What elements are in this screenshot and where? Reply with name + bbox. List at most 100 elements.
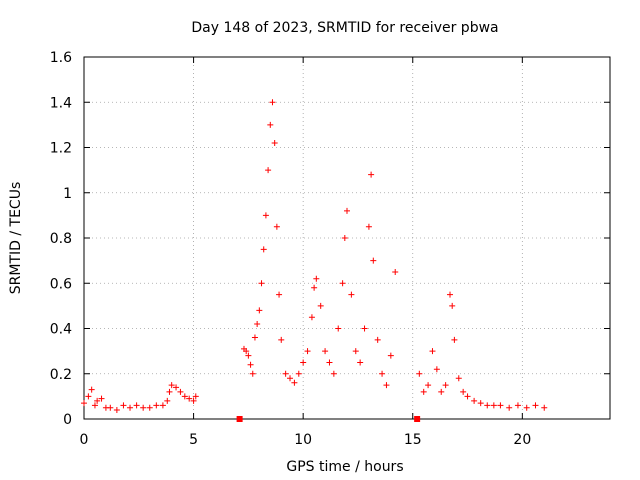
data-point <box>120 402 127 409</box>
data-point <box>451 336 458 343</box>
data-point <box>308 314 315 321</box>
data-point <box>85 393 92 400</box>
x-tick-label: 5 <box>189 432 198 448</box>
data-point <box>484 402 491 409</box>
data-point <box>532 402 539 409</box>
data-point <box>341 235 348 241</box>
data-point <box>420 388 427 395</box>
data-point <box>392 268 399 275</box>
data-point <box>273 223 280 230</box>
data-point <box>265 167 272 174</box>
data-point <box>447 291 454 298</box>
data-point <box>267 121 274 128</box>
data-point <box>254 320 261 327</box>
data-point <box>464 393 471 400</box>
data-point <box>269 99 276 106</box>
data-point <box>449 302 456 309</box>
axes: 0 0.2 0.4 0.6 0.8 1 1.2 1.4 1.6 0 5 10 15 20 <box>50 50 610 448</box>
data-point <box>262 212 269 219</box>
data-point <box>249 370 256 377</box>
data-point <box>245 352 252 359</box>
data-point <box>460 388 467 395</box>
x-tick-label: 0 <box>80 432 89 448</box>
y-tick-label: 0.8 <box>50 231 72 247</box>
x-tick-label: 15 <box>404 432 422 448</box>
x-tick-label: 20 <box>513 432 531 448</box>
data-point <box>425 382 432 389</box>
data-point <box>433 366 440 373</box>
data-point <box>455 375 462 382</box>
grid <box>84 57 610 419</box>
data-point <box>107 404 114 411</box>
data-point <box>168 382 175 389</box>
data-point <box>379 370 386 377</box>
data-point <box>271 139 278 146</box>
y-tick-label: 1.2 <box>50 141 72 157</box>
data-point <box>322 348 329 355</box>
data-point <box>153 402 160 409</box>
y-axis-label: SRMTID / TECUs <box>8 182 24 295</box>
data-point <box>438 388 445 395</box>
data-point <box>370 257 377 264</box>
data-point <box>416 370 423 377</box>
data-point <box>91 402 98 409</box>
data-point <box>471 397 478 404</box>
data-point <box>247 361 254 368</box>
data-point <box>514 402 521 409</box>
data-point <box>98 395 105 402</box>
data-point <box>282 370 289 377</box>
data-point <box>357 359 364 366</box>
data-point <box>506 404 513 411</box>
data-point <box>330 370 337 377</box>
data-point <box>94 397 101 404</box>
data-point <box>429 348 436 355</box>
data-point <box>383 382 390 389</box>
data-point <box>348 291 355 298</box>
data-point <box>164 397 171 404</box>
y-tick-label: 1.6 <box>50 50 72 66</box>
x-tick-label: 10 <box>294 432 312 448</box>
x-axis-label: GPS time / hours <box>286 459 403 475</box>
data-point <box>243 348 250 355</box>
data-point <box>159 402 166 409</box>
y-tick-label: 0.6 <box>50 276 72 292</box>
data-point <box>374 336 381 343</box>
y-tick-label: 0.2 <box>50 367 72 383</box>
data-point <box>344 207 350 214</box>
data-point <box>258 280 265 287</box>
data-point <box>260 246 267 253</box>
data-point <box>190 397 197 404</box>
data-gap-marker <box>414 416 421 422</box>
data-point <box>276 291 283 298</box>
data-point <box>335 325 342 332</box>
data-point <box>113 406 120 413</box>
data-point <box>186 395 193 402</box>
data-point <box>490 402 497 409</box>
data-point <box>442 382 449 389</box>
data-point <box>140 404 147 411</box>
data-point <box>173 384 180 391</box>
data-point <box>166 388 173 395</box>
data-point <box>361 325 368 332</box>
data-point <box>127 404 134 411</box>
data-point <box>251 334 258 341</box>
data-point <box>287 375 294 382</box>
data-point <box>291 379 298 386</box>
data-point <box>256 307 263 314</box>
data-point <box>313 275 320 282</box>
y-tick-label: 0 <box>63 412 72 428</box>
data-point <box>387 352 394 359</box>
data-point <box>181 393 188 400</box>
y-tick-label: 1.4 <box>50 95 72 111</box>
data-point <box>497 402 504 409</box>
y-tick-label: 1 <box>63 186 72 202</box>
data-point <box>304 348 311 355</box>
chart-title: Day 148 of 2023, SRMTID for receiver pbw… <box>191 20 498 36</box>
data-point <box>365 223 372 230</box>
data-point <box>133 402 140 409</box>
data-point <box>88 386 95 393</box>
data-point <box>192 393 199 400</box>
data-point <box>300 359 307 366</box>
data-series-pbwa <box>81 99 548 422</box>
y-tick-label: 0.4 <box>50 322 72 338</box>
